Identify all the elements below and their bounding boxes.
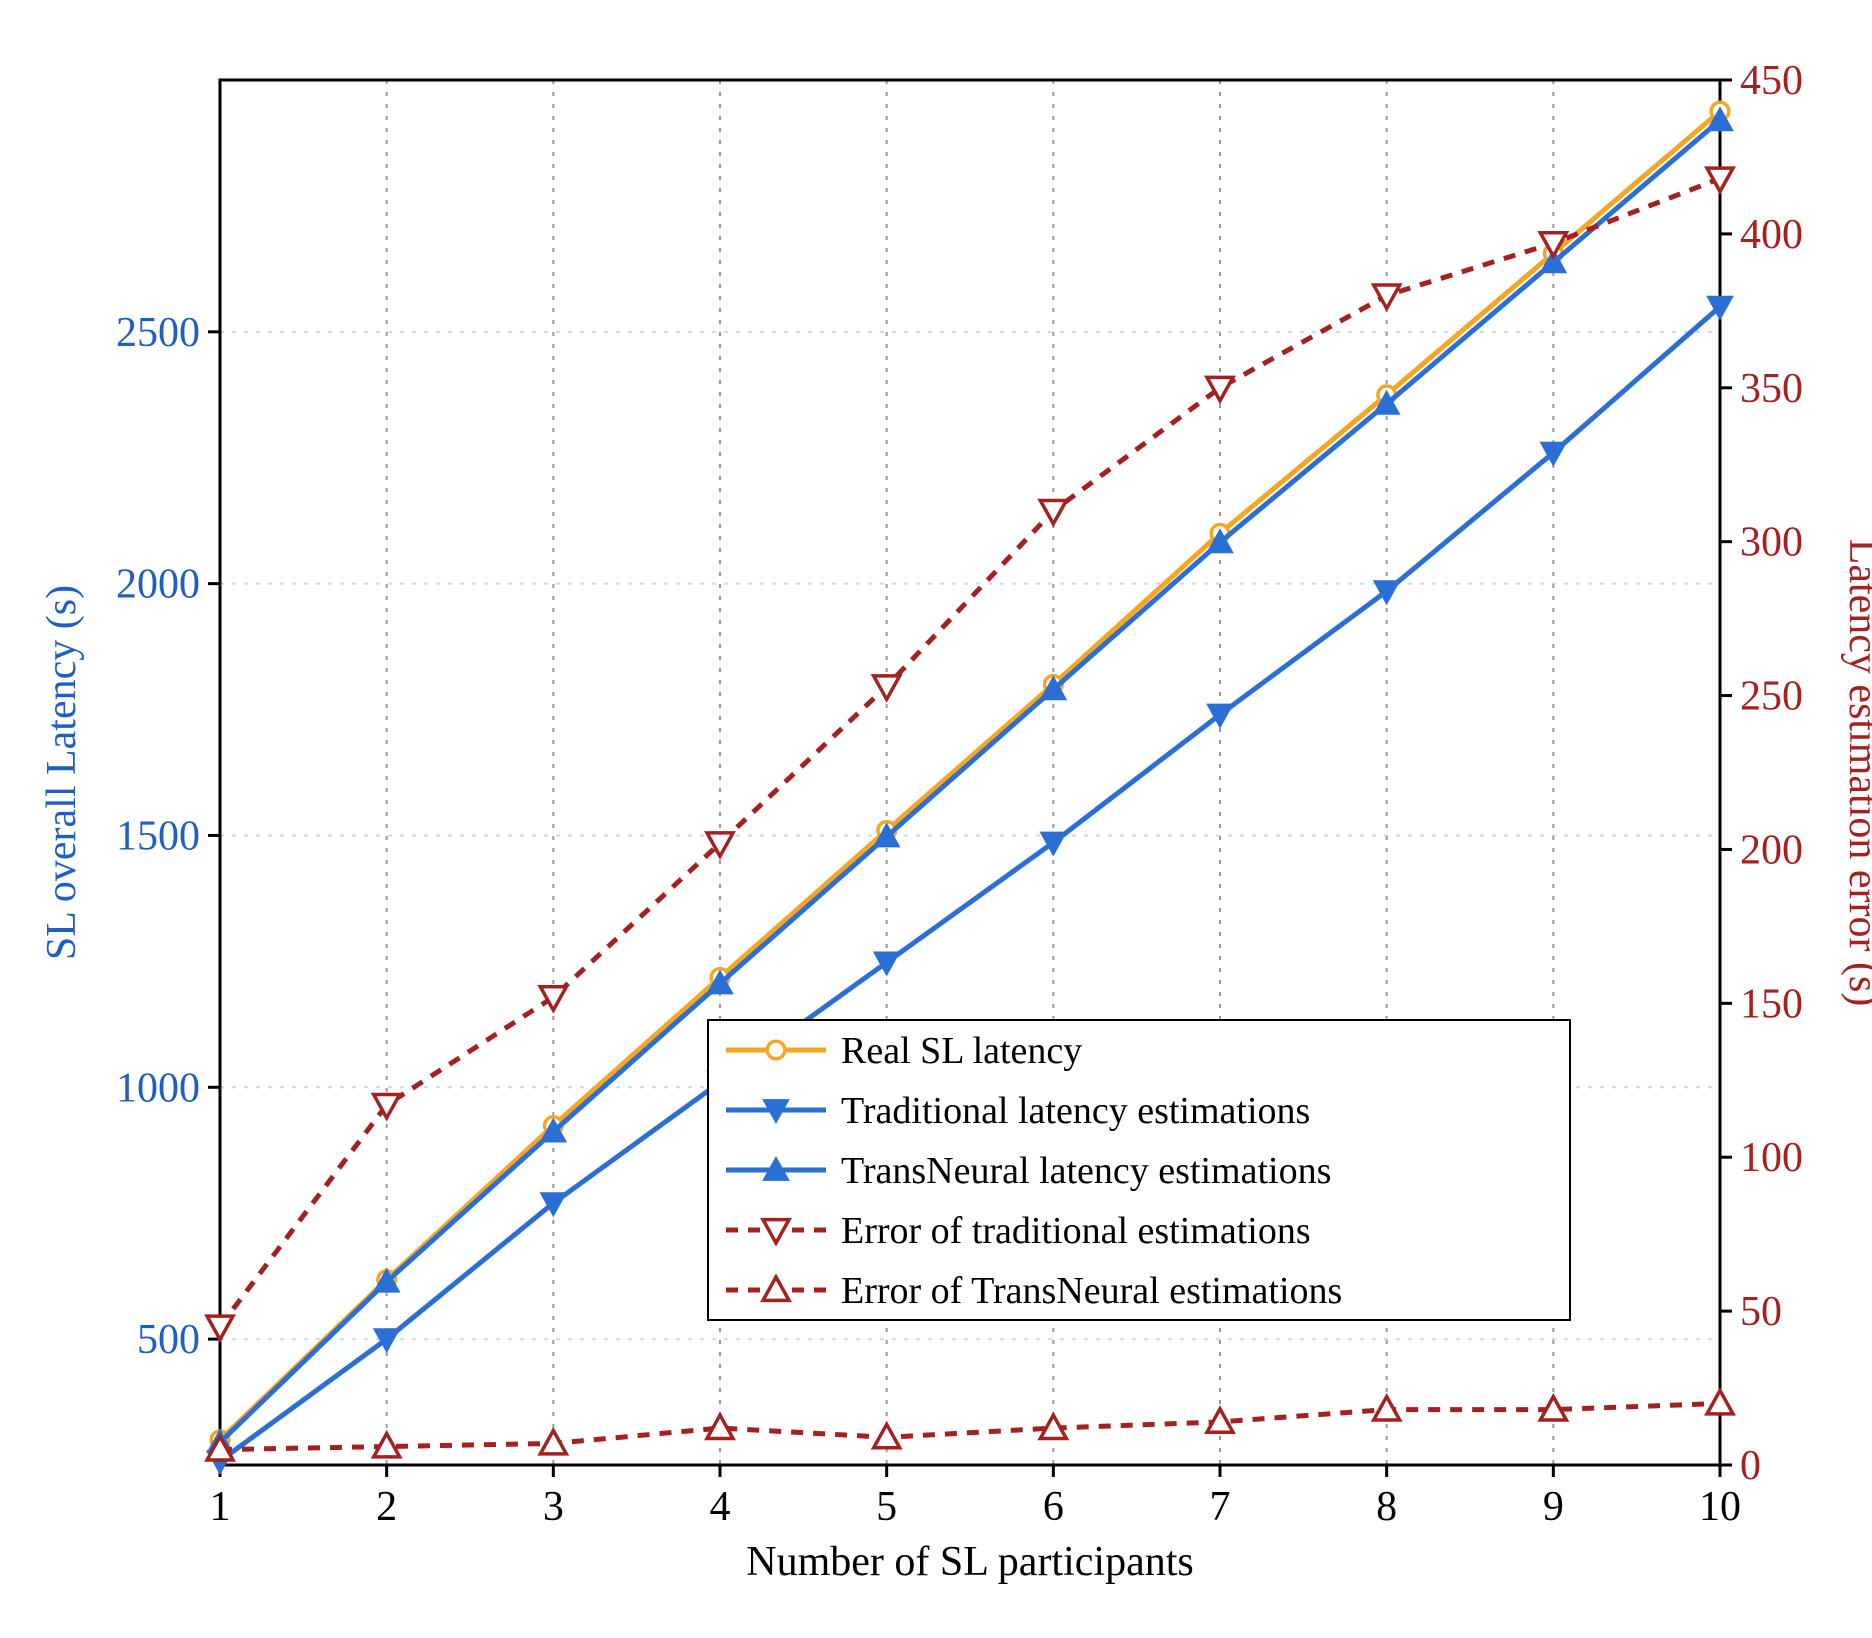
- svg-text:400: 400: [1740, 212, 1803, 258]
- svg-text:2: 2: [376, 1484, 397, 1530]
- svg-text:3: 3: [543, 1484, 564, 1530]
- svg-text:Error of traditional estimatio: Error of traditional estimations: [841, 1210, 1311, 1252]
- svg-text:2500: 2500: [116, 310, 200, 356]
- svg-text:10: 10: [1699, 1484, 1741, 1530]
- svg-text:5: 5: [876, 1484, 897, 1530]
- chart-svg: 12345678910Number of SL participants5001…: [20, 20, 1872, 1613]
- svg-text:1: 1: [210, 1484, 231, 1530]
- svg-text:Real SL latency: Real SL latency: [841, 1030, 1082, 1072]
- svg-text:1500: 1500: [116, 813, 200, 859]
- svg-text:8: 8: [1376, 1484, 1397, 1530]
- svg-text:150: 150: [1740, 981, 1803, 1027]
- svg-text:4: 4: [710, 1484, 731, 1530]
- svg-text:Latency estimation error (s): Latency estimation error (s): [1840, 539, 1872, 1007]
- svg-text:50: 50: [1740, 1289, 1782, 1335]
- svg-text:6: 6: [1043, 1484, 1064, 1530]
- svg-text:350: 350: [1740, 366, 1803, 412]
- svg-text:2000: 2000: [116, 562, 200, 608]
- svg-text:SL overall Latency (s): SL overall Latency (s): [39, 585, 85, 960]
- svg-text:300: 300: [1740, 520, 1803, 566]
- svg-text:450: 450: [1740, 58, 1803, 104]
- svg-text:0: 0: [1740, 1443, 1761, 1489]
- svg-text:250: 250: [1740, 674, 1803, 720]
- svg-text:9: 9: [1543, 1484, 1564, 1530]
- svg-text:Error of TransNeural estimatio: Error of TransNeural estimations: [841, 1270, 1342, 1312]
- svg-text:Number of SL participants: Number of SL participants: [746, 1539, 1194, 1585]
- dual-axis-chart: 12345678910Number of SL participants5001…: [20, 20, 1852, 1618]
- svg-text:TransNeural latency estimation: TransNeural latency estimations: [841, 1150, 1331, 1192]
- svg-text:7: 7: [1210, 1484, 1231, 1530]
- svg-text:100: 100: [1740, 1135, 1803, 1181]
- svg-text:Traditional latency estimation: Traditional latency estimations: [841, 1090, 1310, 1132]
- svg-text:200: 200: [1740, 827, 1803, 873]
- svg-text:500: 500: [137, 1317, 200, 1363]
- svg-text:1000: 1000: [116, 1065, 200, 1111]
